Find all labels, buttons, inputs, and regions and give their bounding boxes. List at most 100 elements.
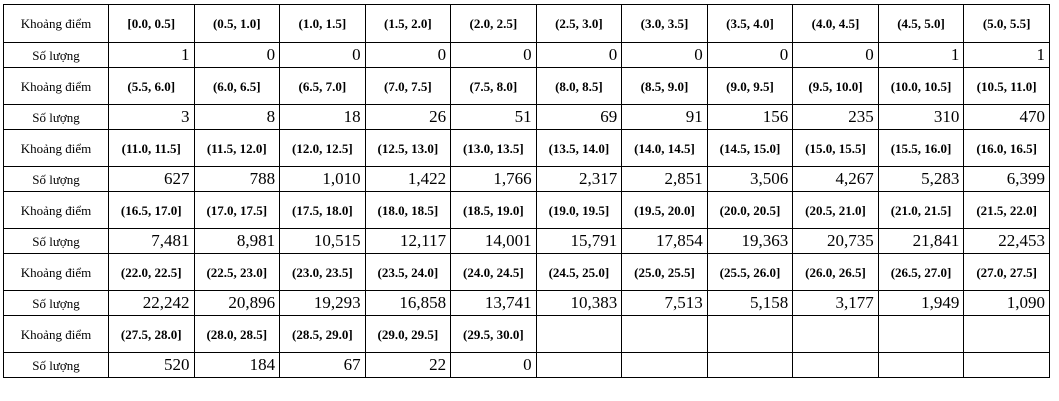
count-cell: 3,177	[792, 290, 879, 316]
interval-cell: (5.0, 5.5]	[963, 4, 1050, 43]
count-cell: 1,422	[364, 166, 452, 192]
count-cell: 0	[706, 42, 794, 68]
interval-cell: (12.0, 12.5]	[279, 129, 366, 167]
row-label: Khoảng điểm	[3, 4, 109, 43]
interval-cell: (29.5, 30.0]	[450, 315, 537, 353]
count-cell: 22,242	[108, 290, 195, 316]
table-row: Khoảng điểm [0.0, 0.5] (0.5, 1.0] (1.0, 1.5…	[3, 4, 1050, 43]
count-cell: 20,735	[792, 228, 879, 254]
count-cell: 8,981	[193, 228, 281, 254]
table-row: Khoảng điểm (5.5, 6.0] (6.0, 6.5] (6.5, 7.0…	[3, 67, 1050, 105]
count-cell: 21,841	[877, 228, 965, 254]
interval-cell: (1.5, 2.0]	[364, 4, 452, 43]
interval-cell: (25.0, 25.5]	[621, 253, 708, 291]
interval-cell: (3.0, 3.5]	[621, 4, 708, 43]
interval-cell: (29.0, 29.5]	[364, 315, 452, 353]
table-row: Số lượng 7,481 8,981 10,515 12,117 14,001 15,7…	[3, 228, 1050, 254]
table-row: Số lượng 520 184 67 22 0	[3, 352, 1050, 378]
interval-cell: (17.0, 17.5]	[193, 191, 281, 229]
count-cell: 5,158	[706, 290, 794, 316]
count-cell: 1,949	[877, 290, 965, 316]
count-cell: 14,001	[450, 228, 537, 254]
count-cell: 1,090	[963, 290, 1050, 316]
count-cell: 91	[621, 104, 708, 130]
count-cell: 3,506	[706, 166, 794, 192]
count-cell: 520	[108, 352, 195, 378]
count-cell: 627	[108, 166, 195, 192]
count-cell: 67	[279, 352, 366, 378]
interval-cell: (28.5, 29.0]	[279, 315, 366, 353]
count-cell: 19,363	[706, 228, 794, 254]
count-cell: 13,741	[450, 290, 537, 316]
interval-cell: (24.0, 24.5]	[450, 253, 537, 291]
interval-cell: (10.0, 10.5]	[877, 67, 965, 105]
interval-cell: (6.5, 7.0]	[279, 67, 366, 105]
interval-cell: (13.5, 14.0]	[535, 129, 623, 167]
count-cell: 470	[963, 104, 1050, 130]
count-cell: 15,791	[535, 228, 623, 254]
count-cell: 0	[364, 42, 452, 68]
interval-cell: (22.0, 22.5]	[108, 253, 195, 291]
interval-cell: (14.0, 14.5]	[621, 129, 708, 167]
interval-cell: (25.5, 26.0]	[706, 253, 794, 291]
count-cell: 310	[877, 104, 965, 130]
count-cell: 69	[535, 104, 623, 130]
interval-cell: (18.5, 19.0]	[450, 191, 537, 229]
count-cell: 1,766	[450, 166, 537, 192]
interval-cell: (21.0, 21.5]	[877, 191, 965, 229]
count-cell: 6,399	[963, 166, 1050, 192]
count-cell	[621, 352, 708, 378]
interval-cell: (4.0, 4.5]	[792, 4, 879, 43]
interval-cell: (2.5, 3.0]	[535, 4, 623, 43]
interval-cell: (8.5, 9.0]	[621, 67, 708, 105]
count-cell: 17,854	[621, 228, 708, 254]
interval-cell: (1.0, 1.5]	[279, 4, 366, 43]
row-label: Khoảng điểm	[3, 315, 109, 353]
interval-cell: (20.5, 21.0]	[792, 191, 879, 229]
interval-cell: (16.5, 17.0]	[108, 191, 195, 229]
row-label: Số lượng	[3, 166, 109, 192]
interval-cell: (11.0, 11.5]	[108, 129, 195, 167]
row-label: Khoảng điểm	[3, 129, 109, 167]
interval-cell	[963, 315, 1050, 353]
table-row: Số lượng 627 788 1,010 1,422 1,766 2,317 2,851 3…	[3, 166, 1050, 192]
interval-cell: (9.5, 10.0]	[792, 67, 879, 105]
count-cell: 1	[108, 42, 195, 68]
interval-cell: (5.5, 6.0]	[108, 67, 195, 105]
interval-cell: (7.5, 8.0]	[450, 67, 537, 105]
count-cell: 10,515	[279, 228, 366, 254]
count-cell: 1	[877, 42, 965, 68]
count-cell: 22	[364, 352, 452, 378]
table-row: Số lượng 1 0 0 0 0 0 0 0 0 1 1	[3, 42, 1050, 68]
interval-cell: [0.0, 0.5]	[108, 4, 195, 43]
interval-cell: (27.5, 28.0]	[108, 315, 195, 353]
row-label: Số lượng	[3, 290, 109, 316]
count-cell: 2,851	[621, 166, 708, 192]
interval-cell: (23.0, 23.5]	[279, 253, 366, 291]
count-cell	[877, 352, 965, 378]
count-cell: 26	[364, 104, 452, 130]
interval-cell: (15.5, 16.0]	[877, 129, 965, 167]
interval-cell: (18.0, 18.5]	[364, 191, 452, 229]
count-cell: 8	[193, 104, 281, 130]
count-cell	[792, 352, 879, 378]
interval-cell: (11.5, 12.0]	[193, 129, 281, 167]
interval-cell: (27.0, 27.5]	[963, 253, 1050, 291]
interval-cell: (12.5, 13.0]	[364, 129, 452, 167]
interval-cell: (13.0, 13.5]	[450, 129, 537, 167]
interval-cell: (9.0, 9.5]	[706, 67, 794, 105]
interval-cell: (16.0, 16.5]	[963, 129, 1050, 167]
interval-cell: (8.0, 8.5]	[535, 67, 623, 105]
count-cell: 5,283	[877, 166, 965, 192]
count-cell: 0	[621, 42, 708, 68]
interval-cell: (0.5, 1.0]	[193, 4, 281, 43]
count-cell: 12,117	[364, 228, 452, 254]
count-cell: 10,383	[535, 290, 623, 316]
count-cell: 788	[193, 166, 281, 192]
count-cell: 0	[450, 42, 537, 68]
interval-cell	[792, 315, 879, 353]
count-cell: 1,010	[279, 166, 366, 192]
count-cell	[963, 352, 1050, 378]
row-label: Số lượng	[3, 42, 109, 68]
